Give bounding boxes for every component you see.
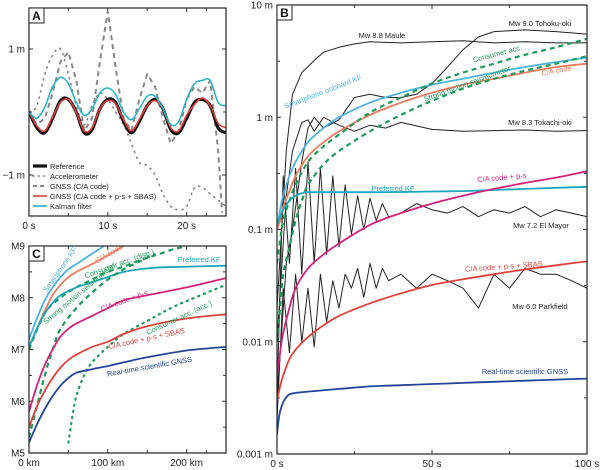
x-tick-label: 0 s <box>22 221 35 232</box>
series-line-consumer-acc <box>277 37 587 264</box>
legend-label-accelerometer: Accelerometer <box>50 172 99 181</box>
series-line-accelerometer <box>29 47 226 211</box>
curve-label-c-a-code-p-s: C/A code + p-s <box>99 288 149 313</box>
plot-frame <box>276 4 588 455</box>
series-line-preferred-kf <box>29 264 226 348</box>
series-line-mw-6-0-parkfield <box>277 262 587 421</box>
curve-label-real-time-scientific-gnss: Real-time scientific GNSS <box>106 355 193 379</box>
series-line-smartphone-onboard-kf <box>277 56 587 230</box>
y-tick-label: 0.001 m <box>237 450 273 461</box>
panel-label: C <box>32 247 41 261</box>
panel-label: A <box>32 9 41 23</box>
curve-label-mw-8-3-tokachi-oki: Mw 8.3 Tokachi-oki <box>508 118 572 127</box>
y-tick-label: M6 <box>11 397 25 408</box>
series-line-mw-8-3-tokachi-oki <box>277 116 587 342</box>
curve-label-consumer-acc: Consumer acc. <box>472 43 523 65</box>
series-line-c-a-code-p-s-sbas <box>29 313 226 428</box>
panel-label-box <box>28 7 45 24</box>
curve-label-real-time-scientific-gnss: Real-time scientific GNSS <box>482 367 568 376</box>
plot-frame <box>28 7 227 217</box>
curve-label-mw-9-0-tohoku-oki: Mw 9.0 Tohoku-oki <box>509 19 572 28</box>
panel-label: B <box>280 6 289 20</box>
plot-frame <box>28 245 227 454</box>
legend-label-reference: Reference <box>50 162 85 171</box>
curve-label-preferred-kf: Preferred KF <box>372 184 415 193</box>
curve-label-c-a-code-p-s: C/A code + p-s <box>477 171 527 184</box>
y-tick-label: 1 m <box>256 113 273 124</box>
curve-label-mw-7-2-el-mayor: Mw 7.2 El Mayor <box>513 221 569 230</box>
panel-b: 10 m 1 m 0.1 m 0.01 m 0.001 m0 s 50 s 100 s Mw … <box>237 1 599 470</box>
y-tick-label: 1 m <box>8 44 25 55</box>
curve-label-smartphone-onboard-kf: Smartphone onboard KF <box>283 73 363 111</box>
series-line-real-time-scientific-gnss <box>29 346 226 443</box>
series-line-preferred-kf <box>277 185 587 226</box>
y-tick-label: M9 <box>11 242 25 253</box>
series-line-real-time-scientific-gnss <box>277 377 587 435</box>
series-line-smartphone-kf <box>29 246 105 340</box>
series-line-c-a-code <box>277 62 587 230</box>
curve-label-c-a-code: C/A code <box>541 63 573 77</box>
y-tick-label: M8 <box>11 293 25 304</box>
x-tick-label: 100 km <box>91 458 124 469</box>
curve-label-mw-8-8-maule: Mw 8.8 Maule <box>359 31 406 40</box>
series-line-mw-8-8-maule <box>277 40 587 309</box>
curve-label-c-a-code-p-s-sbas: C/A code + p-s + SBAS <box>465 259 543 273</box>
series-line-gnss-c-a-code-p-s-sbas <box>29 97 226 133</box>
curve-label-mw-6-0-parkfield: Mw 6.0 Parkfield <box>512 302 567 311</box>
series-line-strong-motion-seismometer <box>277 55 587 342</box>
x-tick-label: 200 km <box>170 458 203 469</box>
panel-label-box <box>276 4 293 21</box>
x-tick-label: 50 s <box>423 459 442 470</box>
series-line-c-a-code-p-s-sbas <box>277 260 587 401</box>
series-line-gnss-c-a-code <box>29 10 224 213</box>
series-line-c-a-code-p-s <box>277 170 587 376</box>
y-tick-label: −1 m <box>2 171 25 182</box>
y-tick-label: 0.01 m <box>242 337 273 348</box>
series-line-kalman-filter <box>29 76 226 127</box>
series-line-mw-7-2-el-mayor <box>277 161 587 401</box>
legend-label-gnss-c-a-code-p-s-sbas: GNSS (C/A code + p-s + SBAS) <box>50 192 157 201</box>
y-tick-label: 10 m <box>251 1 273 12</box>
x-tick-label: 0 km <box>18 458 40 469</box>
curve-label-preferred-kf: Preferred KF <box>178 255 221 264</box>
y-tick-label: M7 <box>11 345 25 356</box>
x-tick-label: 100 s <box>575 459 599 470</box>
series-line-strong-motion-seismometer <box>29 252 156 438</box>
panel-label-box <box>28 245 45 262</box>
series-line-reference <box>29 96 226 136</box>
panel-a: 1 m −1 m 0 s 10 s 20 s ReferenceAccelerometer… <box>2 7 227 232</box>
series-line-consumer-acc-disp <box>29 246 187 350</box>
series-line-c-a-code-p-s <box>29 277 226 412</box>
x-tick-label: 0 s <box>270 459 283 470</box>
legend-label-gnss-c-a-code: GNSS (C/A code) <box>50 182 109 191</box>
x-tick-label: 10 s <box>98 221 117 232</box>
legend-label-kalman-filter: Kalman filter <box>50 202 92 211</box>
series-line-consumer-acc-acc <box>67 283 226 444</box>
y-tick-label: M5 <box>11 449 25 460</box>
x-tick-label: 20 s <box>177 221 196 232</box>
y-tick-label: 0.1 m <box>248 225 273 236</box>
